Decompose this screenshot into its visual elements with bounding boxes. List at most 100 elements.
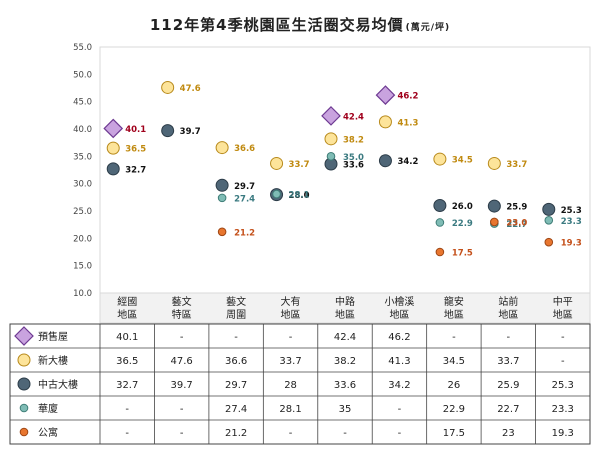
series-4-table-cell: 21.2 bbox=[225, 428, 247, 439]
series-0-legend-label: 預售屋 bbox=[38, 330, 68, 343]
series-1-point bbox=[433, 152, 447, 166]
series-2-point bbox=[161, 124, 175, 138]
series-1-table-cell: 38.2 bbox=[334, 356, 356, 367]
series-4-table-cell: 17.5 bbox=[443, 428, 465, 439]
series-1-data-label: 33.7 bbox=[506, 160, 527, 170]
series-3-point bbox=[544, 215, 554, 225]
series-0-data-label: 42.4 bbox=[343, 112, 364, 122]
series-4-data-label: 17.5 bbox=[452, 249, 473, 259]
series-0-table-cell: - bbox=[452, 332, 456, 343]
x-category-label: 地區 bbox=[281, 308, 301, 321]
series-4-point bbox=[544, 237, 554, 247]
series-3-table-cell: 22.7 bbox=[497, 404, 519, 415]
series-2-data-label: 25.9 bbox=[506, 203, 527, 213]
series-3-data-label: 27.4 bbox=[234, 194, 255, 204]
series-3-data-label: 23.3 bbox=[561, 217, 582, 227]
series-1-data-label: 36.5 bbox=[125, 145, 146, 155]
series-0-table-cell: - bbox=[289, 332, 293, 343]
series-4-table-cell: 19.3 bbox=[552, 428, 574, 439]
series-1-table-cell: 36.6 bbox=[225, 356, 247, 367]
chart-title-unit: (萬元/坪) bbox=[405, 23, 451, 33]
x-category-label: 地區 bbox=[444, 308, 464, 321]
series-3-table-cell: 27.4 bbox=[225, 404, 247, 415]
series-2-table-cell: 28 bbox=[284, 380, 297, 391]
series-2-legend-label: 中古大樓 bbox=[38, 378, 78, 391]
series-2-data-label: 26.0 bbox=[452, 202, 473, 212]
series-1-table-cell: 34.5 bbox=[443, 356, 465, 367]
series-1-table-cell: 47.6 bbox=[171, 356, 193, 367]
series-3-legend-marker bbox=[19, 403, 29, 413]
series-4-table-cell: - bbox=[180, 428, 184, 439]
series-1-point bbox=[378, 115, 392, 129]
y-tick-label: 55.0 bbox=[73, 43, 92, 53]
series-3-point bbox=[217, 193, 227, 203]
x-category-label: 藝文 bbox=[226, 295, 246, 308]
series-2-table-cell: 33.6 bbox=[334, 380, 356, 391]
series-3-table-cell: 28.1 bbox=[279, 404, 301, 415]
x-category-label: 龍安 bbox=[444, 295, 464, 308]
series-2-data-label: 25.3 bbox=[561, 206, 582, 216]
y-tick-label: 25.0 bbox=[73, 207, 92, 217]
series-0-point bbox=[103, 118, 124, 139]
series-4-table-cell: 23 bbox=[502, 428, 515, 439]
y-tick-label: 40.0 bbox=[73, 125, 92, 135]
series-2-data-label: 39.7 bbox=[180, 127, 201, 137]
series-2-point bbox=[433, 199, 447, 213]
series-1-data-label: 33.7 bbox=[289, 160, 310, 170]
series-3-point bbox=[326, 152, 336, 161]
series-0-table-cell: - bbox=[561, 332, 565, 343]
series-1-table-cell: 33.7 bbox=[497, 356, 519, 367]
series-2-data-label: 32.7 bbox=[125, 165, 146, 175]
series-3-table-cell: - bbox=[398, 404, 402, 415]
series-3-data-label: 35.0 bbox=[343, 153, 364, 163]
series-4-legend-marker bbox=[19, 427, 29, 437]
y-tick-label: 15.0 bbox=[73, 262, 92, 272]
x-category-label: 大有 bbox=[281, 295, 301, 308]
series-0-table-cell: - bbox=[507, 332, 511, 343]
series-1-table-cell: 41.3 bbox=[388, 356, 410, 367]
series-1-data-label: 34.5 bbox=[452, 156, 473, 166]
x-category-label: 地區 bbox=[389, 308, 409, 321]
chart-title-text: 112年第4季桃園區生活圈交易均價 bbox=[149, 16, 404, 34]
series-0-data-label: 46.2 bbox=[397, 92, 418, 102]
series-0-table-cell: - bbox=[180, 332, 184, 343]
series-1-data-label: 47.6 bbox=[180, 84, 201, 94]
series-0-table-cell: 40.1 bbox=[116, 332, 138, 343]
x-category-label: 地區 bbox=[117, 308, 137, 321]
series-4-point bbox=[490, 217, 499, 227]
series-1-point bbox=[215, 141, 229, 155]
x-category-label: 經國 bbox=[117, 295, 137, 308]
series-3-data-label: 22.7 bbox=[506, 220, 527, 230]
y-tick-label: 35.0 bbox=[73, 152, 92, 162]
y-tick-label: 30.0 bbox=[73, 180, 92, 190]
category-strip bbox=[99, 292, 591, 324]
series-1-data-label: 41.3 bbox=[397, 118, 418, 128]
x-category-label: 中平 bbox=[553, 295, 573, 308]
series-2-legend-marker bbox=[17, 377, 31, 391]
series-1-table-cell: 36.5 bbox=[116, 356, 138, 367]
series-3-table-cell: 22.9 bbox=[443, 404, 465, 415]
series-0-point bbox=[321, 106, 341, 126]
series-0-data-label: 40.1 bbox=[125, 125, 146, 135]
series-2-point bbox=[106, 162, 120, 176]
series-2-point bbox=[378, 154, 392, 168]
series-3-point bbox=[435, 218, 445, 227]
series-1-table-cell: 33.7 bbox=[279, 356, 301, 367]
series-3-data-label: 28.1 bbox=[289, 191, 310, 201]
series-2-point bbox=[542, 202, 556, 216]
series-2-point bbox=[215, 178, 229, 192]
chart-title: 112年第4季桃園區生活圈交易均價 (萬元/坪) bbox=[0, 14, 600, 35]
x-category-label: 地區 bbox=[553, 308, 573, 321]
series-4-data-label: 23.0 bbox=[506, 218, 527, 228]
x-category-label: 地區 bbox=[498, 308, 518, 321]
series-4-table-cell: - bbox=[289, 428, 293, 439]
x-category-label: 中路 bbox=[335, 295, 355, 308]
plot-area bbox=[99, 46, 591, 294]
series-3-legend-label: 華廈 bbox=[38, 402, 58, 415]
series-1-point bbox=[324, 132, 338, 146]
series-4-point bbox=[435, 247, 445, 257]
series-1-point bbox=[270, 156, 284, 170]
series-0-table-cell: 46.2 bbox=[388, 332, 410, 343]
series-2-data-label: 34.2 bbox=[397, 157, 418, 167]
x-category-label: 藝文 bbox=[172, 295, 192, 308]
